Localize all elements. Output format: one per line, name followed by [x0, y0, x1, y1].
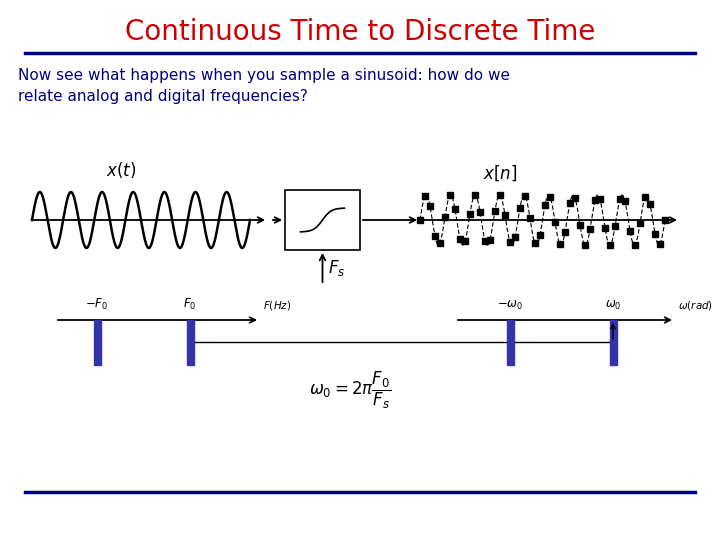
- Text: $\omega(rad)$: $\omega(rad)$: [678, 299, 713, 312]
- Bar: [507, 320, 514, 365]
- Text: $-\omega_0$: $-\omega_0$: [497, 299, 523, 312]
- Bar: [610, 320, 617, 365]
- Text: $F_0$: $F_0$: [184, 297, 197, 312]
- Text: $\omega_0$: $\omega_0$: [605, 299, 621, 312]
- Text: Continuous Time to Discrete Time: Continuous Time to Discrete Time: [125, 18, 595, 46]
- Text: $x[n]$: $x[n]$: [483, 163, 517, 183]
- Text: $-F_0$: $-F_0$: [86, 297, 109, 312]
- Bar: [285, 190, 360, 250]
- Bar: [94, 320, 101, 365]
- Text: $\omega_0 = 2\pi\dfrac{F_0}{F_s}$: $\omega_0 = 2\pi\dfrac{F_0}{F_s}$: [309, 369, 391, 410]
- Text: $F_s$: $F_s$: [328, 258, 345, 278]
- Text: $x(t)$: $x(t)$: [106, 160, 136, 180]
- Text: Now see what happens when you sample a sinusoid: how do we
relate analog and dig: Now see what happens when you sample a s…: [18, 68, 510, 104]
- Bar: [187, 320, 194, 365]
- Text: $F(Hz)$: $F(Hz)$: [263, 299, 292, 312]
